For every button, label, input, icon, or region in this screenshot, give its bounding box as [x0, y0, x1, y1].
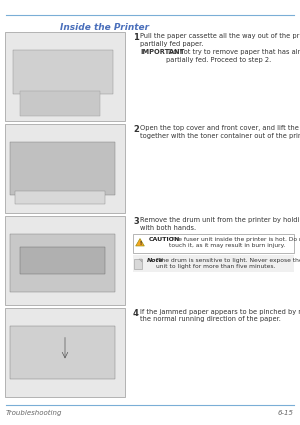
- Bar: [5, 216, 125, 305]
- Text: 3: 3: [133, 217, 139, 226]
- Bar: [20, 91, 100, 116]
- Bar: [5, 32, 125, 121]
- Bar: [5, 308, 125, 397]
- Text: Open the top cover and front cover, and lift the developer unit
together with th: Open the top cover and front cover, and …: [140, 125, 300, 139]
- Bar: [133, 255, 294, 272]
- Text: 2: 2: [133, 125, 139, 134]
- Text: !: !: [139, 241, 141, 246]
- Text: The fuser unit inside the printer is hot. Do not
touch it, as it may result in b: The fuser unit inside the printer is hot…: [169, 237, 300, 248]
- Text: 6-15: 6-15: [278, 410, 294, 416]
- Text: CAUTION: CAUTION: [149, 237, 180, 242]
- Polygon shape: [139, 258, 142, 261]
- Text: 4: 4: [133, 309, 139, 318]
- Text: Remove the drum unit from the printer by holding the green levers
with both hand: Remove the drum unit from the printer by…: [140, 217, 300, 230]
- Bar: [10, 142, 115, 195]
- Bar: [134, 258, 142, 269]
- Bar: [5, 124, 125, 213]
- Text: Do not try to remove paper that has already been
partially fed. Proceed to step : Do not try to remove paper that has alre…: [166, 49, 300, 62]
- Text: The drum is sensitive to light. Never expose the drum
unit to light for more tha: The drum is sensitive to light. Never ex…: [156, 258, 300, 269]
- Bar: [13, 50, 113, 94]
- Bar: [133, 234, 294, 253]
- Text: Troubleshooting: Troubleshooting: [6, 410, 62, 416]
- Bar: [20, 247, 105, 274]
- Text: Note: Note: [147, 258, 164, 263]
- Bar: [10, 326, 115, 379]
- Text: 1: 1: [133, 33, 139, 42]
- Text: If the jammed paper appears to be pinched by rollers, pull it along
the normal r: If the jammed paper appears to be pinche…: [140, 309, 300, 323]
- Bar: [10, 234, 115, 292]
- Polygon shape: [136, 238, 144, 246]
- Text: Inside the Printer: Inside the Printer: [60, 23, 150, 32]
- Bar: [15, 191, 105, 204]
- Text: IMPORTANT: IMPORTANT: [140, 49, 184, 55]
- Text: Pull the paper cassette all the way out of the printer. Remove any
partially fed: Pull the paper cassette all the way out …: [140, 33, 300, 46]
